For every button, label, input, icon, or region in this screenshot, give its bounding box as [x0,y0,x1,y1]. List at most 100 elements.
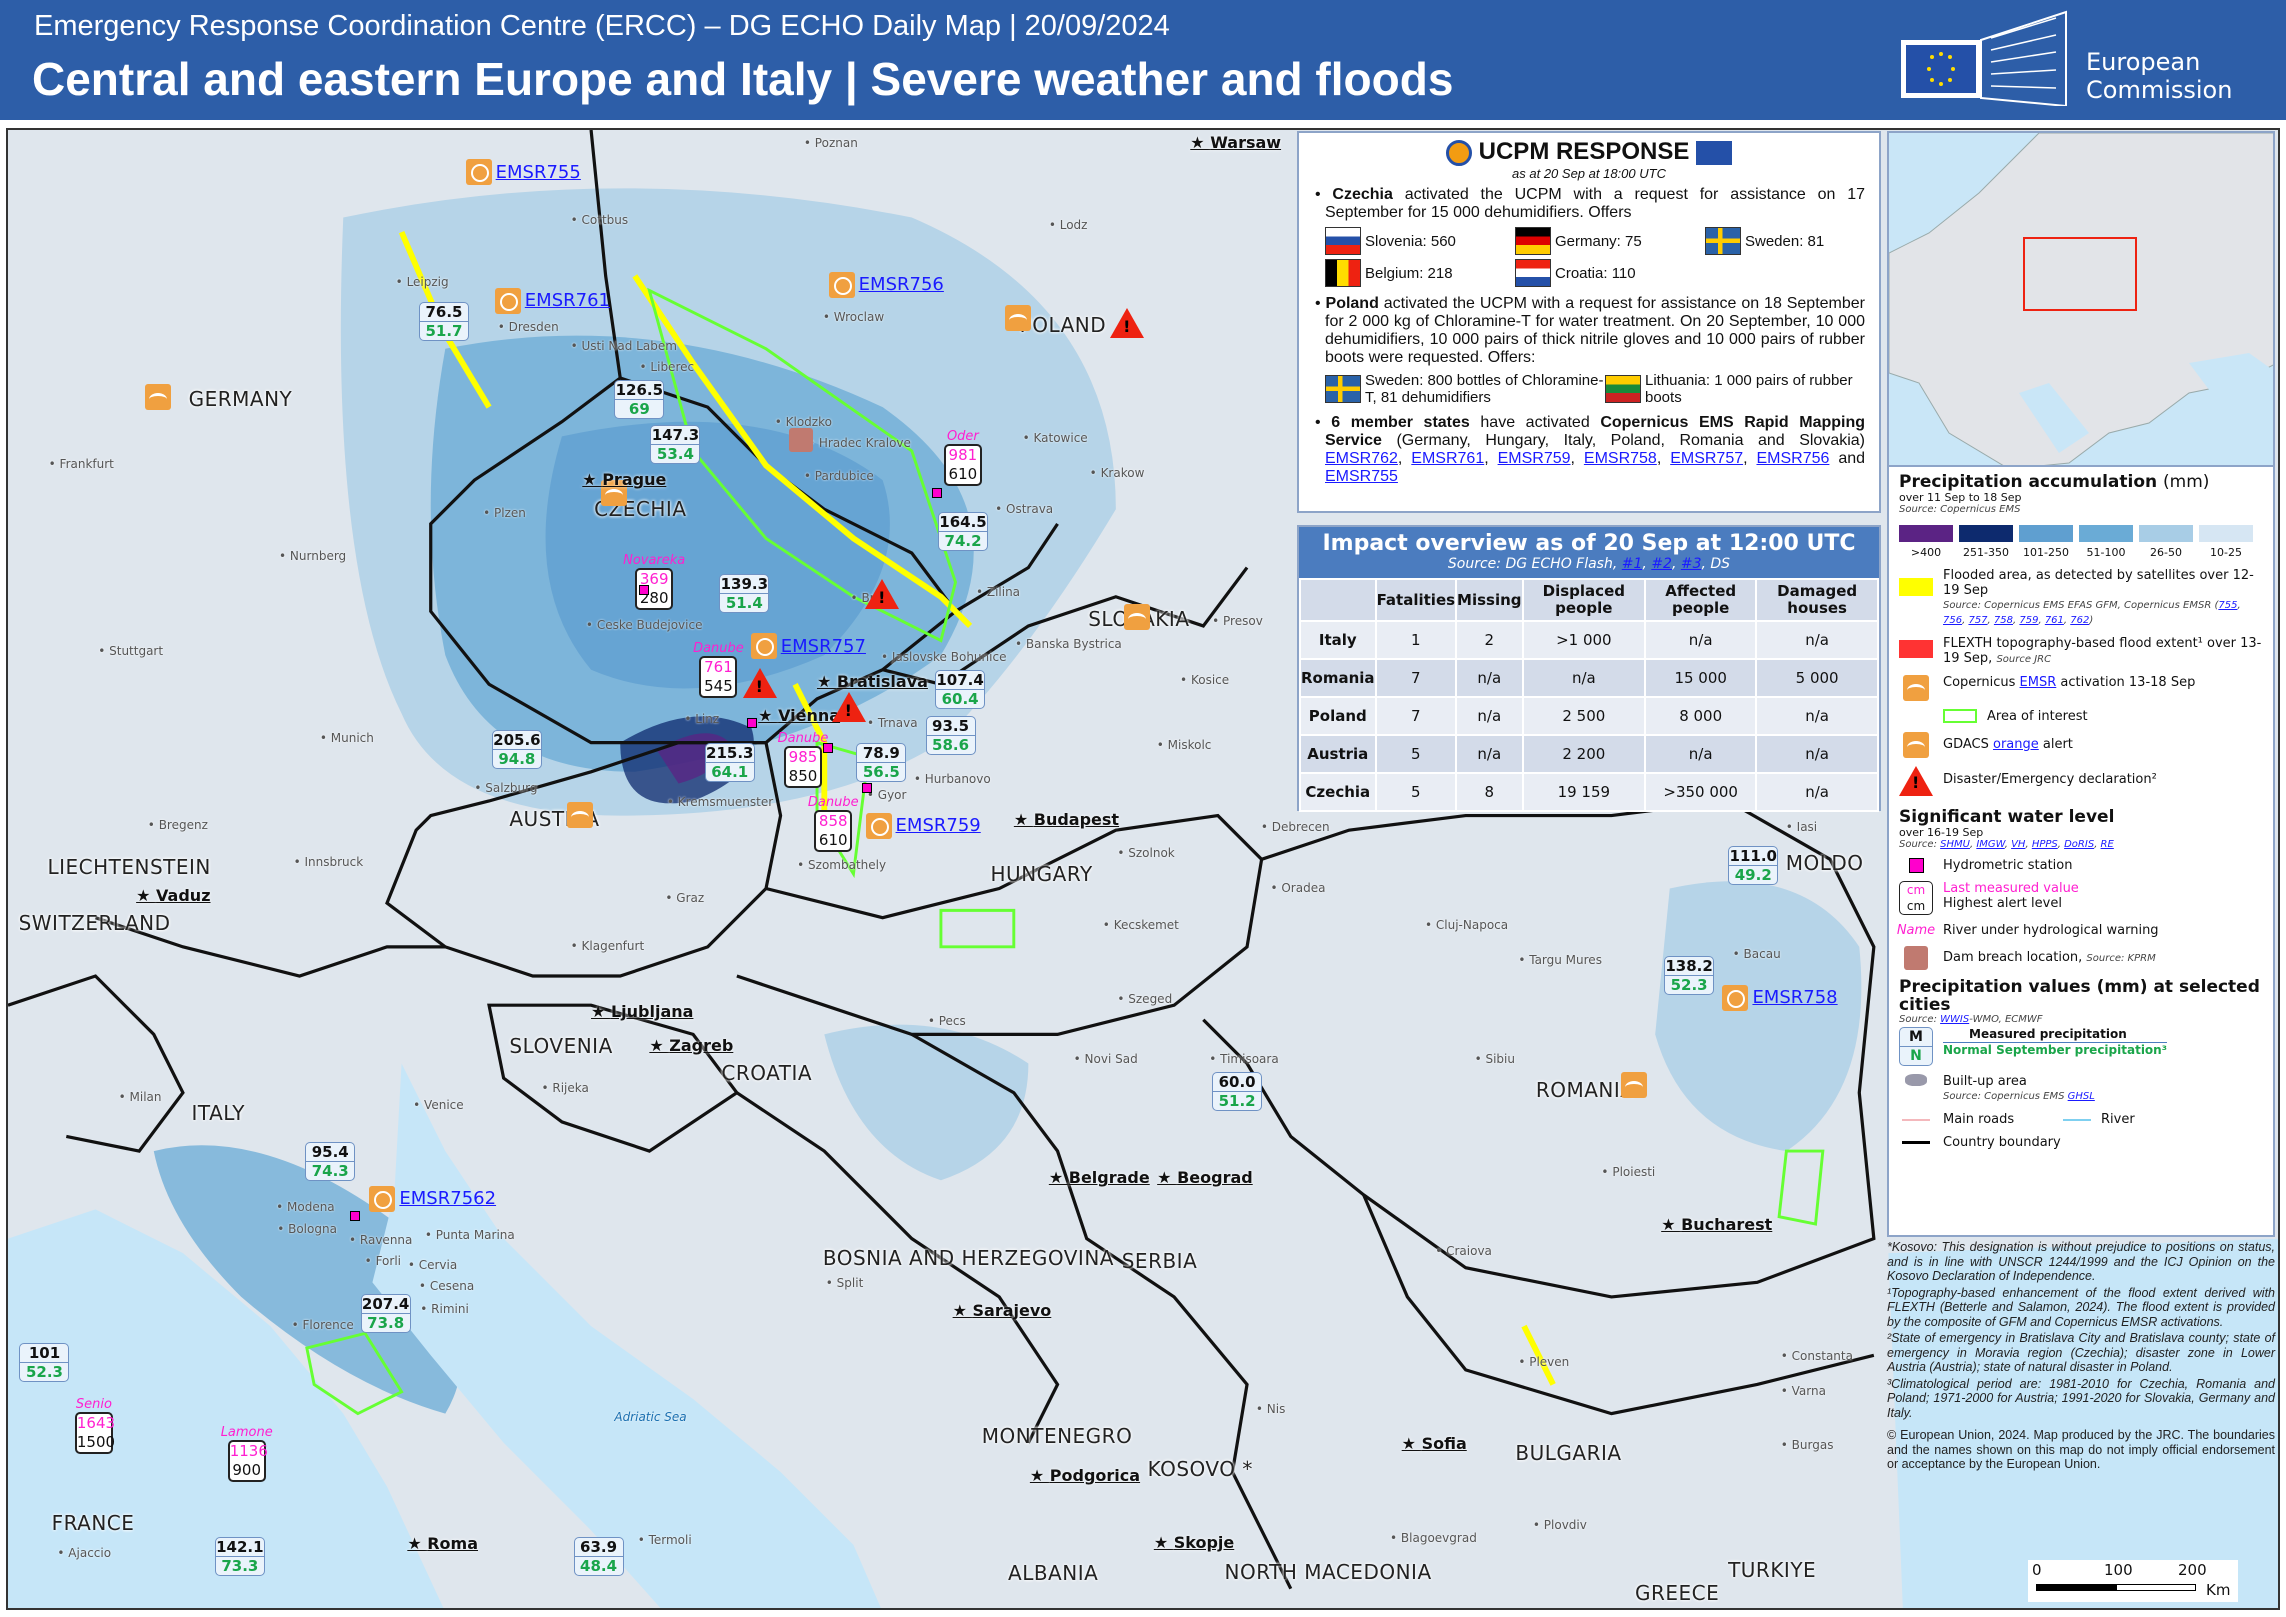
precipitation-value-box[interactable]: 164.5 74.2 [938,512,989,552]
emsr-link[interactable]: EMSR759 [1497,450,1571,467]
hydrometric-station-icon[interactable] [350,1210,361,1221]
emsr-link[interactable]: 762 [2070,615,2090,626]
disaster-declaration-icon[interactable] [1110,308,1145,339]
last-measured-value: 761 [704,657,733,676]
hydrometric-station-icon[interactable] [639,585,650,596]
capital-label: ★ Zagreb [649,1035,734,1055]
emsr-link[interactable]: 755 [2218,600,2238,611]
gdacs-alert-icon[interactable] [144,383,171,410]
emsr-link[interactable]: 757 [1968,615,1988,626]
source-link[interactable]: HPPS [2031,839,2058,850]
gdacs-alert-icon[interactable] [1004,305,1031,332]
emsr-link[interactable]: EMSR757 [1670,450,1744,467]
emsr-activation-icon [828,271,855,298]
town-label: • Nurnberg [279,548,347,563]
source-link[interactable]: IMGW [1976,839,2005,850]
gdacs-alert-icon[interactable] [566,802,593,829]
precipitation-value-box[interactable]: 207.4 73.8 [360,1293,411,1333]
emsr-link[interactable]: EMSR756 [1756,450,1830,467]
highest-alert-level: 545 [704,676,733,695]
emsr-link[interactable]: 761 [2044,615,2064,626]
source-link[interactable]: #3 [1680,556,1702,572]
emsr-activation-link[interactable]: EMSR761 [494,287,610,314]
precipitation-value-box[interactable]: 138.2 52.3 [1664,955,1715,995]
emsr-link[interactable]: 756 [1943,615,1963,626]
precipitation-value-box[interactable]: 63.9 48.4 [573,1537,624,1577]
emsr-link[interactable]: EMSR761 [1411,450,1485,467]
precipitation-value-box[interactable]: 215.3 64.1 [704,742,755,782]
water-level-station[interactable]: Danube 858 610 [808,795,859,852]
gdacs-flood-icon [1903,732,1929,758]
disaster-declaration-icon[interactable] [742,668,777,699]
precipitation-value-box[interactable]: 60.0 51.2 [1212,1072,1263,1112]
hydrometric-station-icon[interactable] [822,742,833,753]
town-label: • Rimini [420,1302,469,1317]
precipitation-value-box[interactable]: 93.5 58.6 [925,715,976,755]
precipitation-value-box[interactable]: 147.3 53.4 [650,425,701,465]
town-label: • Termoli [637,1532,692,1547]
capital-label: ★ Warsaw [1190,133,1282,153]
map-overlays: GERMANYPOLANDCZECHIASLOVAKIAAUSTRIAHUNGA… [8,130,2278,1605]
hydrometric-station-icon[interactable] [932,487,943,498]
emsr-activation-link[interactable]: EMSR755 [465,159,581,186]
ghsl-link[interactable]: GHSL [2067,1091,2095,1102]
precipitation-value-box[interactable]: 139.3 51.4 [719,573,770,613]
water-level-station[interactable]: Oder 981 610 [943,429,982,487]
capital-star-icon: ★ [952,1301,973,1321]
precipitation-value-box[interactable]: 142.1 73.3 [214,1537,265,1577]
source-link[interactable]: DoRIS [2064,839,2095,850]
town-label: • Ceske Budejovice [585,617,703,632]
slovenia-flag-icon [1325,227,1361,255]
emsr-activation-icon [494,287,521,314]
water-level-station[interactable]: Danube 985 850 [778,731,828,788]
source-link[interactable]: VH [2011,839,2026,850]
emsr-activation-link[interactable]: EMSR756 [828,271,944,298]
normal-precipitation: 52.3 [1670,975,1708,994]
emsr-link[interactable]: 759 [2019,615,2039,626]
disaster-declaration-icon[interactable] [831,691,866,722]
emsr-link[interactable]: EMSR755 [1325,468,1398,485]
precipitation-value-box[interactable]: 101 52.3 [19,1343,70,1383]
emsr-activation-icon [369,1185,396,1212]
emsr-link[interactable]: 758 [1993,615,2013,626]
dam-breach-icon[interactable] [789,427,814,452]
poland-offers: Sweden: 800 bottles of Chloramine-T, 81 … [1325,372,1865,406]
source-link[interactable]: #2 [1651,556,1672,572]
gdacs-alert-icon[interactable] [1123,604,1150,631]
water-level-station[interactable]: Lamone 1136 900 [221,1425,273,1482]
disaster-declaration-icon[interactable] [865,579,900,610]
hydrometric-station-icon[interactable] [862,783,873,794]
precipitation-value-box[interactable]: 107.4 60.4 [935,669,986,709]
legend-water-box: cm cm Last measured value Highest alert lev… [1899,881,2263,915]
normal-precipitation: 51.2 [1218,1092,1256,1111]
gdacs-alert-icon[interactable] [1620,1072,1647,1099]
source-link[interactable]: #1 [1621,556,1643,572]
gdacs-alert-icon[interactable] [600,480,627,507]
water-level-station[interactable]: Novareka 369 280 [623,553,685,611]
emsr-link[interactable]: EMSR762 [1325,450,1398,467]
normal-precipitation: 60.4 [941,689,979,708]
precipitation-value-box[interactable]: 126.5 69 [614,379,665,419]
emsr-link[interactable]: EMSR [2019,675,2057,690]
precipitation-value-box[interactable]: 78.9 56.5 [856,742,907,782]
precipitation-value-box[interactable]: 76.5 51.7 [418,302,469,342]
emsr-activation-link[interactable]: EMSR7562 [369,1185,496,1212]
emsr-link[interactable]: EMSR758 [1583,450,1657,467]
source-link[interactable]: RE [2100,839,2114,850]
precipitation-value-box[interactable]: 205.6 94.8 [491,729,542,769]
wwis-link[interactable]: WWIS [1940,1014,1970,1025]
europe-locator-map [1889,133,2273,465]
water-level-station[interactable]: Danube 761 545 [693,641,744,698]
emsr-activation-link[interactable]: EMSR757 [750,633,866,660]
measured-precipitation: 111.0 [1729,847,1778,867]
hydrometric-station-icon[interactable] [747,717,758,728]
precip-class-labels: >400 251-350 101-250 51-100 26-50 10-25 [1899,546,2263,560]
source-link[interactable]: SHMU [1940,839,1970,850]
ec-building-icon [1901,10,2067,108]
emsr-activation-link[interactable]: EMSR758 [1722,984,1838,1011]
water-level-station[interactable]: Senio 1643 1500 [74,1397,115,1455]
precipitation-value-box[interactable]: 111.0 49.2 [1728,846,1779,886]
gdacs-orange-link[interactable]: orange [1992,737,2039,752]
emsr-activation-link[interactable]: EMSR759 [865,812,981,839]
precipitation-value-box[interactable]: 95.4 74.3 [305,1142,356,1182]
